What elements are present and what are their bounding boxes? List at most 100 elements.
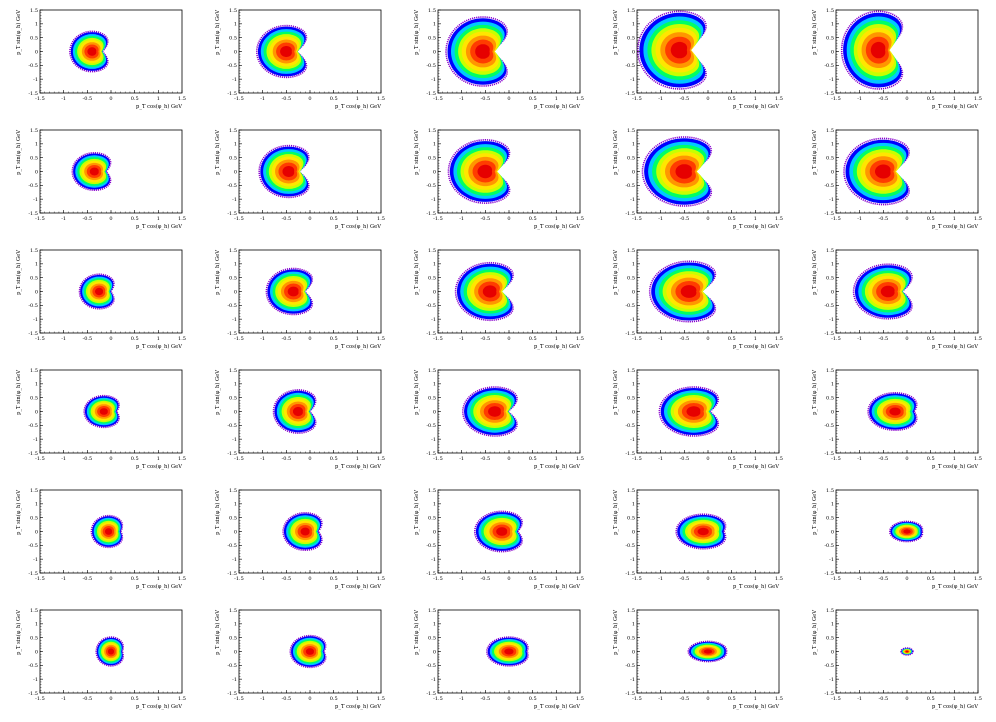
histogram-svg: -1.5-1.5-1-1-0.5-0.5000.50.5111.51.5p_T … [811, 608, 982, 710]
y-tick-label: -0.5 [824, 303, 834, 309]
y-tick-label: 0 [35, 289, 38, 295]
density-outline [900, 647, 914, 656]
x-axis-label: p_T cos(φ_h) GeV [534, 223, 580, 230]
y-tick-label: -1 [33, 677, 38, 683]
density-level [287, 286, 299, 297]
x-tick-label: 0 [507, 216, 510, 222]
y-tick-label: 0.5 [826, 515, 834, 521]
x-tick-label: 0 [706, 696, 709, 702]
y-tick-label: -1 [232, 317, 237, 323]
density-level [305, 648, 314, 655]
y-tick-label: 1.5 [627, 608, 635, 614]
density-map [867, 391, 918, 432]
x-tick-label: -1.5 [433, 696, 443, 702]
density-map [454, 261, 514, 322]
x-tick-label: 1.5 [576, 576, 584, 582]
x-tick-label: -1.5 [831, 216, 841, 222]
density-outline [90, 514, 124, 549]
x-tick-label: -0.5 [282, 456, 292, 462]
x-tick-label: 0.5 [529, 696, 537, 702]
x-tick-label: -0.5 [481, 216, 491, 222]
y-tick-label: -0.5 [28, 423, 38, 429]
y-tick-label: 1 [831, 502, 834, 508]
y-tick-label: 1 [831, 142, 834, 148]
histogram-panel: -1.5 -1.5 -1 -1 -0.5 -0.5 0 0 0.5 0.5 1 1 1.5 1.5 p_T … [597, 480, 796, 600]
density-level [670, 41, 688, 59]
density-level [475, 44, 490, 59]
y-axis-label: p_T sin(φ_h) GeV [15, 130, 22, 175]
x-tick-label: -1.5 [831, 576, 841, 582]
y-tick-label: 0 [35, 409, 38, 415]
x-axis-label: p_T cos(φ_h) GeV [733, 343, 779, 350]
histogram-panel: -1.5 -1.5 -1 -1 -0.5 -0.5 0 0 0.5 0.5 1 1 1.5 1.5 p_T … [0, 480, 199, 600]
x-tick-label: -1 [658, 336, 663, 342]
density-map [258, 144, 310, 199]
x-tick-label: 1 [953, 216, 956, 222]
density-level [280, 46, 292, 57]
x-tick-label: 1.5 [178, 696, 186, 702]
y-axis-label: p_T sin(φ_h) GeV [811, 250, 818, 295]
density-map [900, 647, 914, 656]
y-tick-label: -1.5 [227, 691, 237, 697]
y-tick-label: -1 [33, 437, 38, 443]
x-tick-label: -0.5 [680, 336, 690, 342]
density-outline [258, 144, 310, 199]
plot-frame [238, 129, 382, 214]
x-tick-label: 1 [157, 216, 160, 222]
y-axis-label: p_T sin(φ_h) GeV [413, 10, 420, 55]
density-map [687, 640, 728, 663]
x-tick-label: 1 [356, 696, 359, 702]
x-axis-label: p_T cos(φ_h) GeV [136, 703, 182, 710]
density-outline [445, 16, 509, 87]
histogram-panel: -1.5 -1.5 -1 -1 -0.5 -0.5 0 0 0.5 0.5 1 1 1.5 1.5 p_T … [199, 600, 398, 720]
y-tick-label: 0 [632, 529, 635, 535]
y-tick-label: -1 [431, 197, 436, 203]
y-tick-label: -0.5 [28, 663, 38, 669]
density-level [675, 164, 692, 179]
histogram-svg: -1.5-1.5-1-1-0.5-0.5000.50.5111.51.5p_T … [811, 488, 982, 590]
density-level [870, 41, 886, 59]
density-map [445, 16, 509, 87]
x-tick-label: -1 [260, 576, 265, 582]
y-tick-label: 0.5 [428, 395, 436, 401]
y-tick-label: 0.5 [229, 635, 237, 641]
x-tick-label: 0 [905, 96, 908, 102]
x-tick-label: -1 [260, 336, 265, 342]
y-tick-label: -1 [630, 317, 635, 323]
y-tick-label: 0 [831, 49, 834, 55]
y-tick-label: 1 [831, 262, 834, 268]
y-tick-label: 0 [433, 529, 436, 535]
density-map [69, 30, 109, 73]
x-tick-label: 1.5 [775, 456, 783, 462]
y-axis-label: p_T sin(φ_h) GeV [612, 250, 619, 295]
density-map [473, 510, 524, 553]
histogram-panel: -1.5 -1.5 -1 -1 -0.5 -0.5 0 0 0.5 0.5 1 1 1.5 1.5 p_T … [796, 360, 995, 480]
histogram-panel: -1.5 -1.5 -1 -1 -0.5 -0.5 0 0 0.5 0.5 1 1 1.5 1.5 p_T … [398, 240, 597, 360]
y-tick-label: -1.5 [625, 691, 635, 697]
y-axis-label: p_T sin(φ_h) GeV [214, 370, 221, 415]
histogram-svg: -1.5-1.5-1-1-0.5-0.5000.50.5111.51.5p_T … [612, 368, 783, 470]
y-tick-label: -1.5 [824, 691, 834, 697]
x-tick-label: 1 [356, 576, 359, 582]
x-axis-label: p_T cos(φ_h) GeV [335, 583, 381, 590]
density-level [87, 47, 97, 56]
x-tick-label: 0 [507, 336, 510, 342]
y-tick-label: 0 [234, 289, 237, 295]
x-tick-label: -1 [61, 96, 66, 102]
x-tick-label: -1.5 [35, 696, 45, 702]
density-level [293, 406, 303, 417]
y-tick-label: -1 [431, 557, 436, 563]
density-level [282, 166, 295, 177]
y-tick-label: 1 [632, 262, 635, 268]
x-tick-label: -1.5 [433, 456, 443, 462]
histogram-svg: -1.5-1.5-1-1-0.5-0.5000.50.5111.51.5p_T … [214, 488, 385, 590]
y-tick-label: 1 [433, 502, 436, 508]
x-tick-label: 1.5 [775, 216, 783, 222]
y-tick-label: 1 [35, 142, 38, 148]
y-tick-label: -1 [431, 677, 436, 683]
x-tick-label: -0.5 [680, 456, 690, 462]
y-tick-label: 1.5 [428, 368, 436, 374]
x-tick-label: -0.5 [879, 336, 889, 342]
y-tick-label: -1.5 [426, 571, 436, 577]
y-tick-label: -1.5 [227, 451, 237, 457]
